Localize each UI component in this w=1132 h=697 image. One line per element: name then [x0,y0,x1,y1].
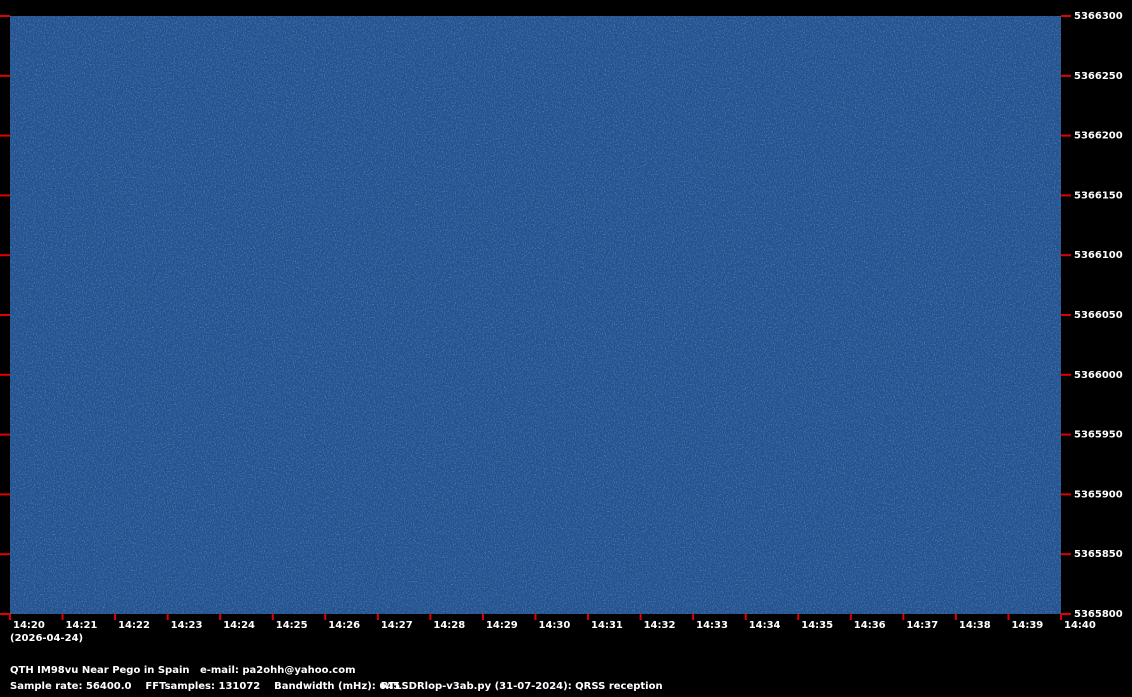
y-tick-label: 5366150 [1074,190,1123,201]
y-tick-label: 5366200 [1074,131,1123,142]
x-tick-label: 14:34 [749,620,781,631]
x-tick-label: 14:27 [381,620,413,631]
y-tick-label: 5365950 [1074,430,1123,441]
x-tick-label: 14:28 [433,620,465,631]
y-tick-label: 5365850 [1074,549,1123,560]
x-tick-label: 14:30 [539,620,571,631]
x-tick-label: 14:26 [328,620,360,631]
x-tick-label: 14:25 [276,620,308,631]
x-tick-label: 14:38 [959,620,991,631]
spectrogram-noise [10,16,1061,614]
y-tick-label: 5365900 [1074,489,1123,500]
x-tick-label: 14:33 [696,620,728,631]
y-tick-label: 5366100 [1074,250,1123,261]
x-tick-label: 14:32 [644,620,676,631]
program-info: RTLSDRlop-v3ab.py (31-07-2024): QRSS rec… [381,681,663,692]
x-tick-label: 14:36 [854,620,886,631]
x-tick-label: 14:21 [66,620,98,631]
date-label: (2026-04-24) [10,633,83,644]
station-info: QTH IM98vu Near Pego in Spain e-mail: pa… [10,665,356,676]
x-tick-label: 14:29 [486,620,518,631]
x-tick-label: 14:24 [223,620,255,631]
x-tick-label: 14:37 [906,620,938,631]
x-tick-label: 14:22 [118,620,150,631]
y-tick-label: 5366050 [1074,310,1123,321]
y-tick-label: 5366250 [1074,71,1123,82]
x-tick-label: 14:35 [801,620,833,631]
x-tick-label: 14:31 [591,620,623,631]
x-tick-label: 14:40 [1064,620,1096,631]
settings-info: Sample rate: 56400.0 FFTsamples: 131072 … [10,681,400,692]
x-tick-label: 14:23 [171,620,203,631]
x-tick-label: 14:20 [13,620,45,631]
y-tick-label: 5366300 [1074,11,1123,22]
x-tick-label: 14:39 [1011,620,1043,631]
y-tick-label: 5366000 [1074,370,1123,381]
y-tick-label: 5365800 [1074,609,1123,620]
